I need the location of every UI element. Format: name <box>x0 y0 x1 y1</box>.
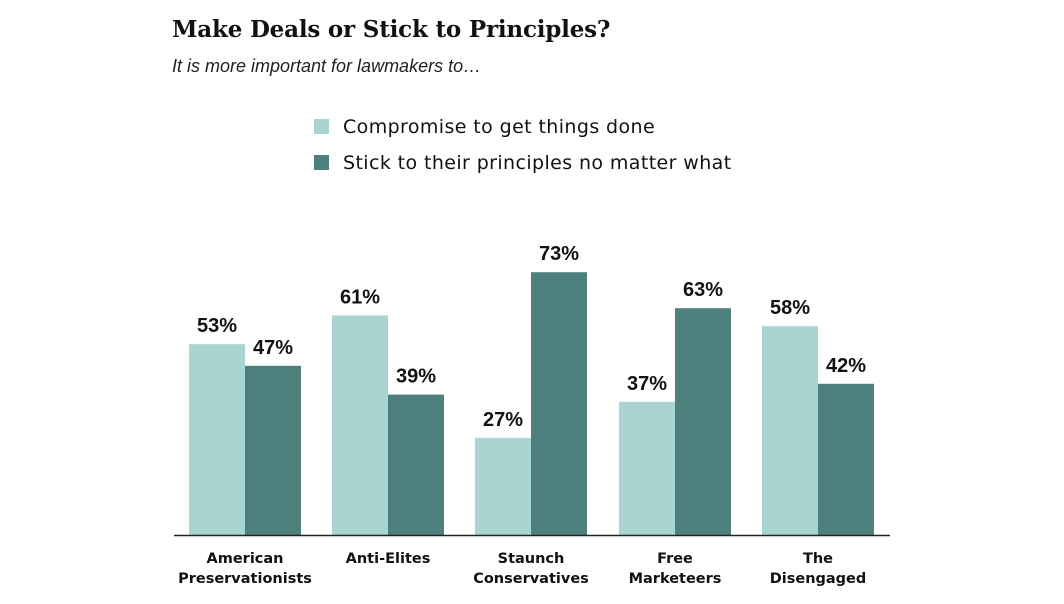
bar-s1-c3 <box>675 308 731 535</box>
data-label-s0-c0: 53% <box>197 315 237 337</box>
bar-s0-c4 <box>762 326 818 535</box>
legend-swatch-compromise <box>314 119 329 134</box>
bar-s0-c1 <box>332 315 388 535</box>
data-label-s1-c4: 42% <box>826 355 866 377</box>
legend-item-principles: Stick to their principles no matter what <box>314 149 732 176</box>
legend: Compromise to get things done Stick to t… <box>314 113 732 185</box>
data-label-s0-c4: 58% <box>770 297 810 319</box>
bar-s1-c2 <box>531 272 587 535</box>
data-label-s0-c1: 61% <box>340 286 380 308</box>
category-label-4-1: Disengaged <box>770 571 867 587</box>
bar-s1-c1 <box>388 394 444 535</box>
legend-label-principles: Stick to their principles no matter what <box>343 151 732 174</box>
category-label-2-0: Staunch <box>498 551 565 567</box>
category-label-3-1: Marketeers <box>629 571 722 587</box>
category-label-0-0: American <box>207 551 284 567</box>
bar-s1-c0 <box>245 365 301 535</box>
category-label-1-0: Anti-Elites <box>346 551 431 567</box>
bar-s1-c4 <box>818 383 874 535</box>
category-label-4-0: The <box>803 551 833 567</box>
category-label-3-0: Free <box>657 551 693 567</box>
data-label-s0-c3: 37% <box>627 373 667 395</box>
data-label-s1-c0: 47% <box>253 337 293 359</box>
data-label-s1-c1: 39% <box>396 366 436 388</box>
data-label-s1-c2: 73% <box>539 243 579 265</box>
bar-s0-c2 <box>475 437 531 535</box>
category-label-2-1: Conservatives <box>473 571 589 587</box>
data-label-s1-c3: 63% <box>683 279 723 301</box>
chart-subtitle: It is more important for lawmakers to… <box>172 56 482 76</box>
bar-s0-c3 <box>619 401 675 535</box>
chart-title: Make Deals or Stick to Principles? <box>172 16 611 43</box>
legend-swatch-principles <box>314 155 329 170</box>
category-label-0-1: Preservationists <box>178 571 312 587</box>
bar-s0-c0 <box>189 344 245 535</box>
data-label-s0-c2: 27% <box>483 409 523 431</box>
legend-item-compromise: Compromise to get things done <box>314 113 732 140</box>
legend-label-compromise: Compromise to get things done <box>343 115 656 138</box>
